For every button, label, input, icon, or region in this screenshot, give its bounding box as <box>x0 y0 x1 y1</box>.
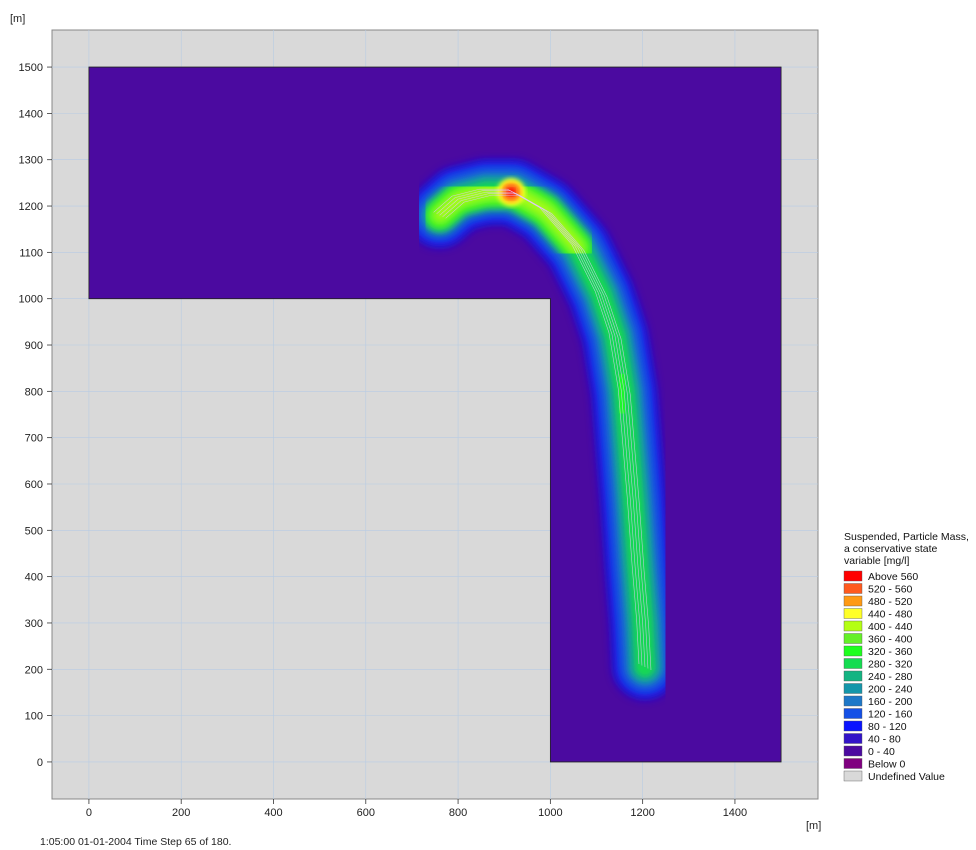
particle-track <box>442 193 649 669</box>
legend-label: 320 - 360 <box>868 646 913 658</box>
legend-swatch <box>843 583 863 594</box>
legend-swatch <box>843 758 863 769</box>
legend-swatch <box>843 733 863 744</box>
x-tick-label: 1200 <box>630 807 654 819</box>
particle-track <box>445 194 652 670</box>
legend-label: 440 - 480 <box>868 609 913 621</box>
legend-label: 80 - 120 <box>868 721 907 733</box>
y-tick-label: 1400 <box>19 108 43 120</box>
legend-label: Above 560 <box>868 571 918 583</box>
legend-label: 280 - 320 <box>868 659 913 671</box>
legend-swatch <box>843 645 863 657</box>
particle-track <box>439 191 646 667</box>
legend: Suspended, Particle Mass,a conservative … <box>843 531 969 783</box>
y-tick-label: 400 <box>25 572 43 584</box>
x-tick-label: 1000 <box>538 807 562 819</box>
legend-swatch <box>843 608 863 619</box>
y-tick-label: 1500 <box>19 62 43 74</box>
legend-swatch <box>843 670 863 682</box>
y-tick-label: 100 <box>25 711 43 723</box>
concentration-plume <box>408 161 676 698</box>
x-tick-label: 200 <box>172 807 190 819</box>
y-tick-label: 800 <box>25 386 43 398</box>
legend-label: 520 - 560 <box>868 584 913 596</box>
legend-label: Below 0 <box>868 759 906 771</box>
legend-title-line: a conservative state <box>844 543 938 555</box>
legend-label: 160 - 200 <box>868 696 913 708</box>
legend-swatch <box>843 708 863 719</box>
legend-swatch <box>843 633 863 644</box>
legend-swatch <box>843 770 863 782</box>
y-unit-label: [m] <box>10 13 25 25</box>
x-tick-label: 1400 <box>723 807 747 819</box>
legend-label: 120 - 160 <box>868 709 913 721</box>
legend-label: 360 - 400 <box>868 634 913 646</box>
legend-title-line: Suspended, Particle Mass, <box>844 531 969 543</box>
x-unit-label: [m] <box>806 820 821 832</box>
plume-core <box>608 366 636 421</box>
y-tick-label: 600 <box>25 479 43 491</box>
legend-label: 0 - 40 <box>868 746 895 758</box>
y-tick-label: 700 <box>25 433 43 445</box>
legend-label: 400 - 440 <box>868 621 913 633</box>
y-tick-label: 1100 <box>19 247 43 259</box>
time-step-status: 1:05:00 01-01-2004 Time Step 65 of 180. <box>40 836 232 848</box>
legend-label: 480 - 520 <box>868 596 913 608</box>
legend-title-line: variable [mg/l] <box>844 555 909 567</box>
y-tick-label: 1300 <box>19 155 43 167</box>
legend-label: Undefined Value <box>868 771 945 783</box>
x-tick-label: 800 <box>449 807 467 819</box>
particle-track <box>433 188 640 664</box>
y-tick-label: 200 <box>25 664 43 676</box>
legend-label: 200 - 240 <box>868 684 913 696</box>
legend-swatch <box>843 595 863 607</box>
y-tick-label: 500 <box>25 525 43 537</box>
legend-label: 240 - 280 <box>868 671 913 683</box>
x-tick-label: 0 <box>86 807 92 819</box>
y-tick-label: 300 <box>25 618 43 630</box>
legend-label: 40 - 80 <box>868 734 901 746</box>
legend-swatch <box>843 658 863 669</box>
legend-swatch <box>843 695 863 707</box>
axes: 0 200 400 600 800 1000 1200 1400 0 100 200 300 400 50… <box>19 62 748 819</box>
legend-swatch <box>843 683 863 694</box>
y-tick-label: 0 <box>37 757 43 769</box>
y-tick-label: 1000 <box>19 294 43 306</box>
y-tick-label: 900 <box>25 340 43 352</box>
x-tick-label: 600 <box>357 807 375 819</box>
legend-swatch <box>843 745 863 757</box>
legend-swatch <box>843 720 863 732</box>
legend-swatch <box>843 570 863 582</box>
x-tick-label: 400 <box>264 807 282 819</box>
y-tick-label: 1200 <box>19 201 43 213</box>
particle-track <box>436 190 643 666</box>
legend-swatch <box>843 620 863 632</box>
